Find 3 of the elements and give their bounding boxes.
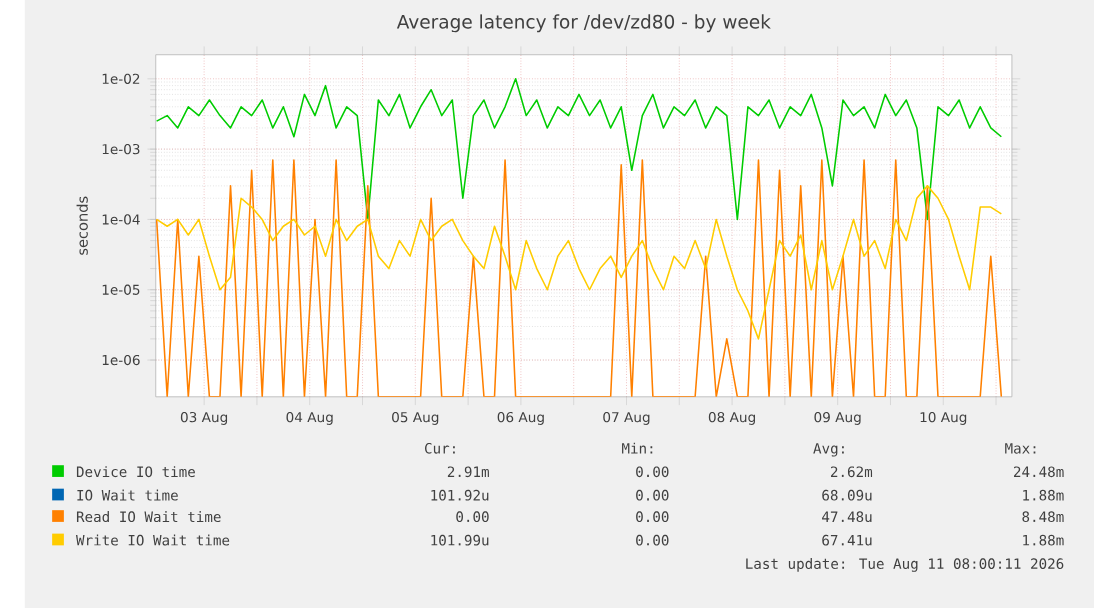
chart-title: Average latency for /dev/zd80 - by week xyxy=(396,14,771,33)
line-series xyxy=(155,78,1003,221)
line-series xyxy=(155,185,1003,340)
